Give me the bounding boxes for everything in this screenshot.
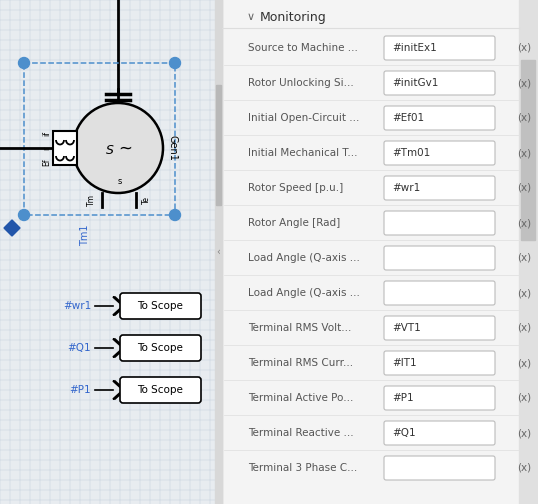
FancyBboxPatch shape bbox=[384, 246, 495, 270]
Text: S: S bbox=[106, 144, 114, 157]
Text: (x): (x) bbox=[517, 323, 531, 333]
Text: To Scope: To Scope bbox=[137, 385, 183, 395]
Text: Tm1: Tm1 bbox=[80, 224, 90, 246]
Bar bbox=[215, 0, 222, 504]
Text: #Q1: #Q1 bbox=[67, 343, 91, 353]
Bar bbox=[519, 0, 538, 504]
Circle shape bbox=[169, 210, 181, 221]
Text: (x): (x) bbox=[517, 393, 531, 403]
Text: (x): (x) bbox=[517, 218, 531, 228]
Bar bbox=[521, 60, 535, 240]
FancyBboxPatch shape bbox=[384, 386, 495, 410]
Text: (x): (x) bbox=[517, 148, 531, 158]
Text: Source to Machine ...: Source to Machine ... bbox=[248, 43, 358, 53]
Text: ∨: ∨ bbox=[247, 12, 255, 22]
Text: Te: Te bbox=[142, 196, 151, 204]
Text: To Scope: To Scope bbox=[137, 343, 183, 353]
Polygon shape bbox=[113, 339, 125, 357]
Text: (x): (x) bbox=[517, 113, 531, 123]
Text: (x): (x) bbox=[517, 288, 531, 298]
Circle shape bbox=[73, 103, 163, 193]
Text: (x): (x) bbox=[517, 463, 531, 473]
Text: Initial Mechanical T...: Initial Mechanical T... bbox=[248, 148, 357, 158]
FancyBboxPatch shape bbox=[384, 71, 495, 95]
Circle shape bbox=[18, 210, 30, 221]
Text: ~: ~ bbox=[118, 140, 132, 158]
FancyBboxPatch shape bbox=[384, 421, 495, 445]
Text: Ef: Ef bbox=[42, 158, 51, 166]
Text: #Ef01: #Ef01 bbox=[392, 113, 424, 123]
Text: Gen1: Gen1 bbox=[167, 135, 177, 161]
Text: r: r bbox=[42, 146, 51, 150]
Text: #Q1: #Q1 bbox=[392, 428, 416, 438]
FancyBboxPatch shape bbox=[120, 335, 201, 361]
Text: #P1: #P1 bbox=[69, 385, 91, 395]
Text: Load Angle (Q-axis ...: Load Angle (Q-axis ... bbox=[248, 253, 360, 263]
Text: (x): (x) bbox=[517, 183, 531, 193]
Polygon shape bbox=[113, 297, 125, 315]
Text: Monitoring: Monitoring bbox=[260, 11, 327, 24]
Text: (x): (x) bbox=[517, 43, 531, 53]
Text: (x): (x) bbox=[517, 428, 531, 438]
FancyBboxPatch shape bbox=[384, 351, 495, 375]
Bar bbox=[24, 63, 175, 215]
FancyBboxPatch shape bbox=[384, 176, 495, 200]
FancyBboxPatch shape bbox=[384, 281, 495, 305]
Text: #initGv1: #initGv1 bbox=[392, 78, 438, 88]
Text: Load Angle (Q-axis ...: Load Angle (Q-axis ... bbox=[248, 288, 360, 298]
FancyBboxPatch shape bbox=[384, 141, 495, 165]
FancyBboxPatch shape bbox=[384, 36, 495, 60]
Text: #wr1: #wr1 bbox=[63, 301, 91, 311]
FancyBboxPatch shape bbox=[384, 211, 495, 235]
Text: (x): (x) bbox=[517, 253, 531, 263]
Text: #IT1: #IT1 bbox=[392, 358, 416, 368]
Text: To Scope: To Scope bbox=[137, 301, 183, 311]
Polygon shape bbox=[4, 220, 20, 236]
Text: Rotor Angle [Rad]: Rotor Angle [Rad] bbox=[248, 218, 340, 228]
Text: s: s bbox=[118, 177, 122, 186]
FancyBboxPatch shape bbox=[384, 456, 495, 480]
Text: Terminal Active Po...: Terminal Active Po... bbox=[248, 393, 353, 403]
FancyBboxPatch shape bbox=[120, 293, 201, 319]
Text: Rotor Unlocking Si...: Rotor Unlocking Si... bbox=[248, 78, 354, 88]
FancyBboxPatch shape bbox=[120, 377, 201, 403]
Text: #initEx1: #initEx1 bbox=[392, 43, 437, 53]
Text: if: if bbox=[42, 132, 51, 137]
Circle shape bbox=[18, 57, 30, 69]
Text: Rotor Speed [p.u.]: Rotor Speed [p.u.] bbox=[248, 183, 343, 193]
Text: #wr1: #wr1 bbox=[392, 183, 420, 193]
Text: ‹: ‹ bbox=[216, 247, 220, 257]
Text: #VT1: #VT1 bbox=[392, 323, 421, 333]
Text: Terminal 3 Phase C...: Terminal 3 Phase C... bbox=[248, 463, 357, 473]
Bar bbox=[222, 0, 538, 504]
Text: Terminal Reactive ...: Terminal Reactive ... bbox=[248, 428, 353, 438]
Polygon shape bbox=[113, 381, 125, 399]
FancyBboxPatch shape bbox=[384, 106, 495, 130]
Text: #P1: #P1 bbox=[392, 393, 414, 403]
Bar bbox=[53, 131, 77, 165]
Circle shape bbox=[169, 57, 181, 69]
FancyBboxPatch shape bbox=[384, 316, 495, 340]
Text: (x): (x) bbox=[517, 358, 531, 368]
Text: (x): (x) bbox=[517, 78, 531, 88]
Text: Tm: Tm bbox=[87, 194, 96, 206]
Text: Terminal RMS Curr...: Terminal RMS Curr... bbox=[248, 358, 353, 368]
Text: Terminal RMS Volt...: Terminal RMS Volt... bbox=[248, 323, 351, 333]
Text: Initial Open-Circuit ...: Initial Open-Circuit ... bbox=[248, 113, 359, 123]
Text: #Tm01: #Tm01 bbox=[392, 148, 430, 158]
Bar bbox=[216, 85, 221, 205]
